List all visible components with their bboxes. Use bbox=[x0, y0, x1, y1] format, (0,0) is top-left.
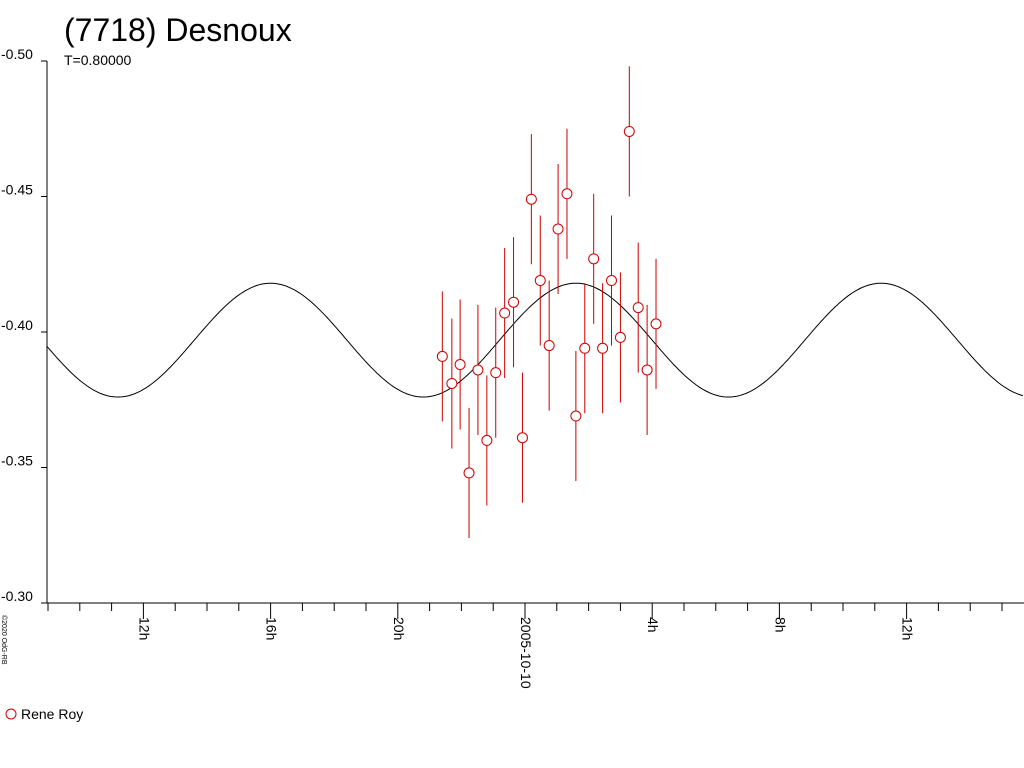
data-point bbox=[632, 302, 644, 314]
y-tick-label: -0.40 bbox=[1, 317, 33, 333]
model-sine-curve bbox=[46, 282, 1024, 398]
data-point bbox=[561, 188, 573, 200]
x-tick-label: 8h bbox=[772, 617, 788, 633]
y-tick-label: -0.45 bbox=[1, 182, 33, 198]
data-point bbox=[623, 125, 635, 137]
data-point bbox=[614, 331, 626, 343]
chart-title: (7718) Desnoux bbox=[64, 12, 292, 48]
data-point bbox=[516, 432, 528, 444]
data-point bbox=[588, 253, 600, 265]
chart-subtitle: T=0.80000 bbox=[64, 52, 132, 68]
data-point bbox=[570, 410, 582, 422]
data-point bbox=[579, 342, 591, 354]
y-axis-ticks: -0.50 -0.45 -0.40 -0.35 -0.30 bbox=[1, 46, 47, 604]
data-point bbox=[490, 367, 502, 379]
data-point bbox=[597, 342, 609, 354]
data-point bbox=[446, 377, 458, 389]
legend: Rene Roy bbox=[5, 706, 83, 722]
data-point bbox=[605, 275, 617, 287]
data-point bbox=[454, 359, 466, 371]
copyright-credit: ©2020 OdG-RB bbox=[0, 615, 8, 665]
x-tick-label: 12h bbox=[136, 617, 152, 640]
data-point bbox=[534, 275, 546, 287]
x-tick-label: 4h bbox=[645, 617, 661, 633]
x-axis-ticks: 12h 16h 20h 2005-10-10 4h 8h 12h bbox=[47, 603, 1003, 689]
y-tick-label: -0.50 bbox=[1, 46, 33, 62]
x-tick-label: 20h bbox=[391, 617, 407, 640]
data-point bbox=[525, 193, 537, 205]
legend-label: Rene Roy bbox=[21, 706, 83, 722]
data-point bbox=[641, 364, 653, 376]
data-point bbox=[499, 307, 511, 319]
data-points bbox=[436, 66, 662, 538]
data-point bbox=[650, 318, 662, 330]
legend-marker-circle-icon bbox=[5, 708, 17, 720]
x-tick-label: 2005-10-10 bbox=[518, 617, 534, 689]
x-tick-label: 16h bbox=[264, 617, 280, 640]
data-point bbox=[463, 467, 475, 479]
data-point bbox=[552, 223, 564, 235]
data-point bbox=[481, 434, 493, 446]
data-point bbox=[472, 364, 484, 376]
y-tick-label: -0.35 bbox=[1, 453, 33, 469]
data-point bbox=[508, 296, 520, 308]
x-tick-label: 12h bbox=[900, 617, 916, 640]
y-tick-label: -0.30 bbox=[1, 588, 33, 604]
data-point bbox=[543, 340, 555, 352]
data-point bbox=[436, 350, 448, 362]
